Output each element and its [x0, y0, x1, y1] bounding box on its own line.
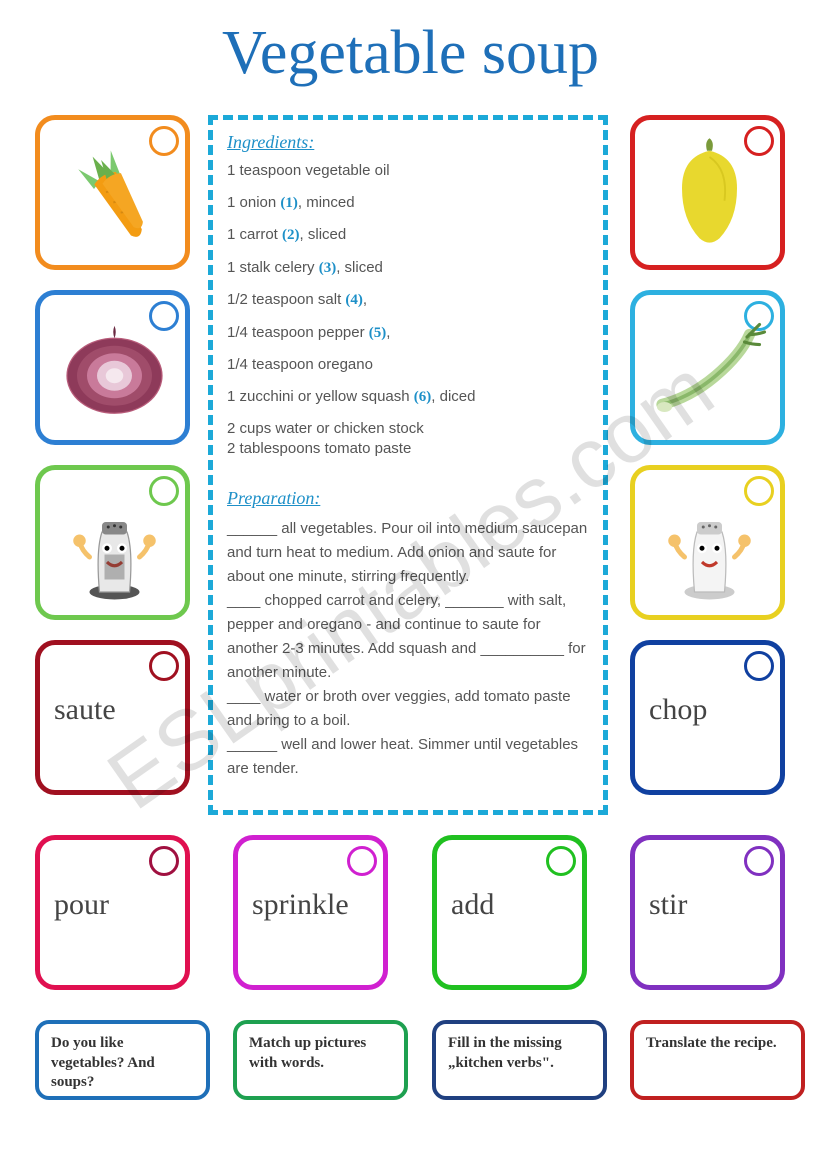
ingredients-title: Ingredients:: [227, 132, 589, 153]
task-card: Translate the recipe.: [630, 1020, 805, 1100]
ingredient-number: (2): [282, 227, 300, 243]
ingredient-line: 1 onion (1), minced: [227, 193, 589, 214]
celery-icon: [647, 307, 772, 432]
page-title: Vegetable soup: [0, 18, 821, 89]
ingredient-line: 1 carrot (2), sliced: [227, 225, 589, 246]
verb-card-sprinkle[interactable]: sprinkle: [233, 835, 388, 990]
ingredient-number: (4): [345, 292, 363, 308]
card-circle[interactable]: [744, 651, 774, 681]
image-card-squash[interactable]: [630, 115, 785, 270]
squash-icon: [647, 132, 772, 257]
image-card-onion[interactable]: [35, 290, 190, 445]
ingredient-number: (5): [369, 325, 387, 341]
task-card: Fill in the missing „kitchen verbs".: [432, 1020, 607, 1100]
ingredient-line: 1/2 teaspoon salt (4),: [227, 290, 589, 311]
ingredient-line: 2 cups water or chicken stock2 tablespoo…: [227, 419, 589, 458]
ingredient-line: 1 zucchini or yellow squash (6), diced: [227, 387, 589, 408]
card-circle[interactable]: [347, 846, 377, 876]
card-label: stir: [649, 888, 687, 922]
ingredients-list: 1 teaspoon vegetable oil 1 onion (1), min…: [227, 161, 589, 458]
pepper-shaker-icon: [52, 482, 177, 607]
card-label: pour: [54, 888, 109, 922]
verb-card-stir[interactable]: stir: [630, 835, 785, 990]
onion-icon: [52, 307, 177, 432]
image-card-carrot[interactable]: [35, 115, 190, 270]
image-card-pepper-shaker[interactable]: [35, 465, 190, 620]
card-label: saute: [54, 693, 116, 727]
salt-shaker-icon: [647, 482, 772, 607]
task-card: Do you like vegetables? And soups?: [35, 1020, 210, 1100]
verb-card-add[interactable]: add: [432, 835, 587, 990]
preparation-title: Preparation:: [227, 488, 589, 509]
verb-card-pour[interactable]: pour: [35, 835, 190, 990]
verb-card-saute[interactable]: saute: [35, 640, 190, 795]
card-label: sprinkle: [252, 888, 349, 922]
card-label: add: [451, 888, 494, 922]
ingredient-number: (6): [414, 389, 432, 405]
card-circle[interactable]: [546, 846, 576, 876]
task-card: Match up pictures with words.: [233, 1020, 408, 1100]
verb-card-chop[interactable]: chop: [630, 640, 785, 795]
image-card-celery[interactable]: [630, 290, 785, 445]
card-circle[interactable]: [744, 846, 774, 876]
card-circle[interactable]: [149, 846, 179, 876]
ingredient-line: 1 stalk celery (3), sliced: [227, 258, 589, 279]
ingredient-number: (1): [280, 195, 298, 211]
image-card-salt-shaker[interactable]: [630, 465, 785, 620]
carrot-icon: [52, 132, 177, 257]
ingredient-number: (3): [319, 260, 337, 276]
ingredient-line: 1/4 teaspoon oregano: [227, 355, 589, 375]
recipe-box: Ingredients: 1 teaspoon vegetable oil 1 o…: [208, 115, 608, 815]
card-circle[interactable]: [149, 651, 179, 681]
preparation-text: ______ all vegetables. Pour oil into med…: [227, 517, 589, 781]
ingredient-line: 1 teaspoon vegetable oil: [227, 161, 589, 181]
ingredient-line: 1/4 teaspoon pepper (5),: [227, 323, 589, 344]
card-label: chop: [649, 693, 707, 727]
